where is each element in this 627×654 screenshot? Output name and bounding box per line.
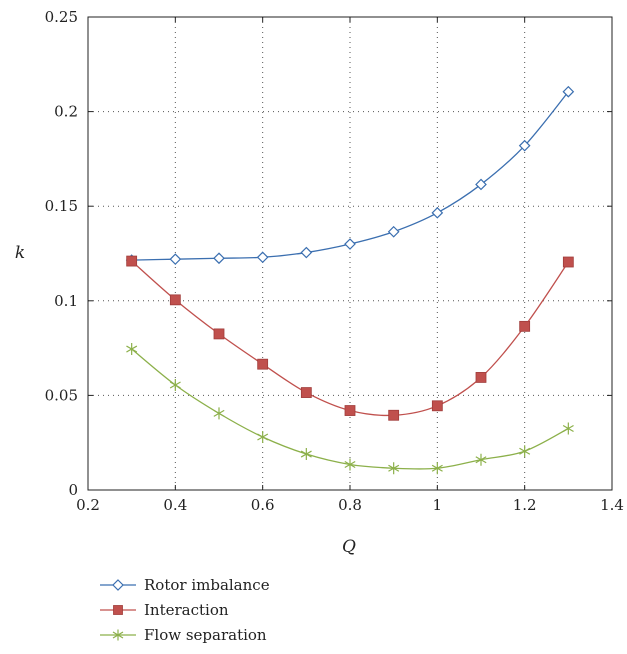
data-point-interaction	[126, 255, 138, 267]
data-point-rotor-imbalance	[300, 246, 313, 259]
data-point-interaction	[169, 294, 181, 306]
data-point-rotor-imbalance	[431, 206, 444, 219]
legend-marker-interaction	[100, 604, 136, 615]
x-tick-label: 0.2	[76, 496, 100, 514]
data-point-interaction	[431, 400, 443, 412]
data-point-interaction	[562, 256, 574, 268]
x-tick-label: 0.8	[338, 496, 362, 514]
x-axis-label: Q	[342, 537, 356, 557]
grid-lines	[88, 17, 612, 490]
data-point-flow-separation	[300, 448, 312, 461]
x-tick-label: 1	[433, 496, 443, 514]
data-point-flow-separation	[431, 462, 443, 475]
x-tick-label: 0.4	[163, 496, 187, 514]
y-tick-label: 0.25	[45, 8, 78, 26]
data-point-interaction	[475, 372, 487, 383]
data-point-rotor-imbalance	[518, 139, 531, 152]
x-tick-label: 1.2	[513, 496, 537, 514]
x-tick-label: 0.6	[251, 496, 275, 514]
data-point-flow-separation	[562, 422, 574, 435]
line-chart: 0.2 0.4 0.6 0.8 1 1.2 1.4 0 0.05 0.1 0.15 0.2 0.25 Q…	[15, 8, 624, 557]
data-point-interaction	[519, 320, 531, 332]
y-tick-label: 0.1	[54, 292, 78, 310]
series-line-rotor-imbalance	[131, 91, 569, 261]
data-point-rotor-imbalance	[387, 225, 400, 238]
legend-item-flow-separation: Flow separation	[100, 622, 270, 647]
y-tick-label: 0.05	[45, 386, 78, 404]
data-point-flow-separation	[344, 458, 356, 471]
data-point-interaction	[388, 409, 400, 421]
data-point-flow-separation	[388, 462, 400, 475]
legend-label-flow-separation: Flow separation	[144, 625, 267, 644]
data-point-interaction	[257, 358, 269, 370]
data-point-interaction	[300, 387, 312, 398]
data-point-flow-separation	[169, 378, 181, 391]
legend-item-interaction: Interaction	[100, 597, 270, 622]
y-tick-label: 0	[68, 481, 78, 499]
series-rotor-imbalance	[125, 85, 575, 266]
data-point-rotor-imbalance	[213, 252, 225, 265]
y-tick-label: 0.2	[54, 103, 78, 121]
legend-label-interaction: Interaction	[144, 600, 229, 619]
legend-marker-rotor-imbalance	[100, 578, 136, 591]
legend: Rotor imbalance Interaction Flow separat…	[100, 572, 270, 647]
data-point-flow-separation	[519, 445, 531, 458]
data-point-rotor-imbalance	[169, 253, 182, 266]
x-tick-label: 1.4	[600, 496, 624, 514]
legend-item-rotor-imbalance: Rotor imbalance	[100, 572, 270, 597]
axis-ticks: 0.2 0.4 0.6 0.8 1 1.2 1.4 0 0.05 0.1 0.15 0.2 0.25	[45, 8, 624, 514]
data-point-rotor-imbalance	[344, 238, 356, 250]
series-flow-separation	[126, 343, 574, 475]
data-point-interaction	[344, 405, 356, 416]
data-point-rotor-imbalance	[475, 178, 487, 191]
data-point-flow-separation	[213, 407, 225, 420]
series-interaction	[126, 255, 574, 421]
data-point-interaction	[213, 328, 225, 340]
y-axis-label: k	[15, 243, 25, 263]
data-point-rotor-imbalance	[256, 251, 269, 264]
series-layer	[125, 85, 575, 475]
y-tick-label: 0.15	[45, 197, 78, 215]
data-point-flow-separation	[257, 431, 269, 444]
data-point-flow-separation	[475, 453, 487, 466]
data-point-rotor-imbalance	[562, 85, 575, 98]
legend-label-rotor-imbalance: Rotor imbalance	[144, 575, 270, 594]
data-point-flow-separation	[126, 343, 138, 356]
legend-marker-flow-separation	[100, 629, 136, 640]
